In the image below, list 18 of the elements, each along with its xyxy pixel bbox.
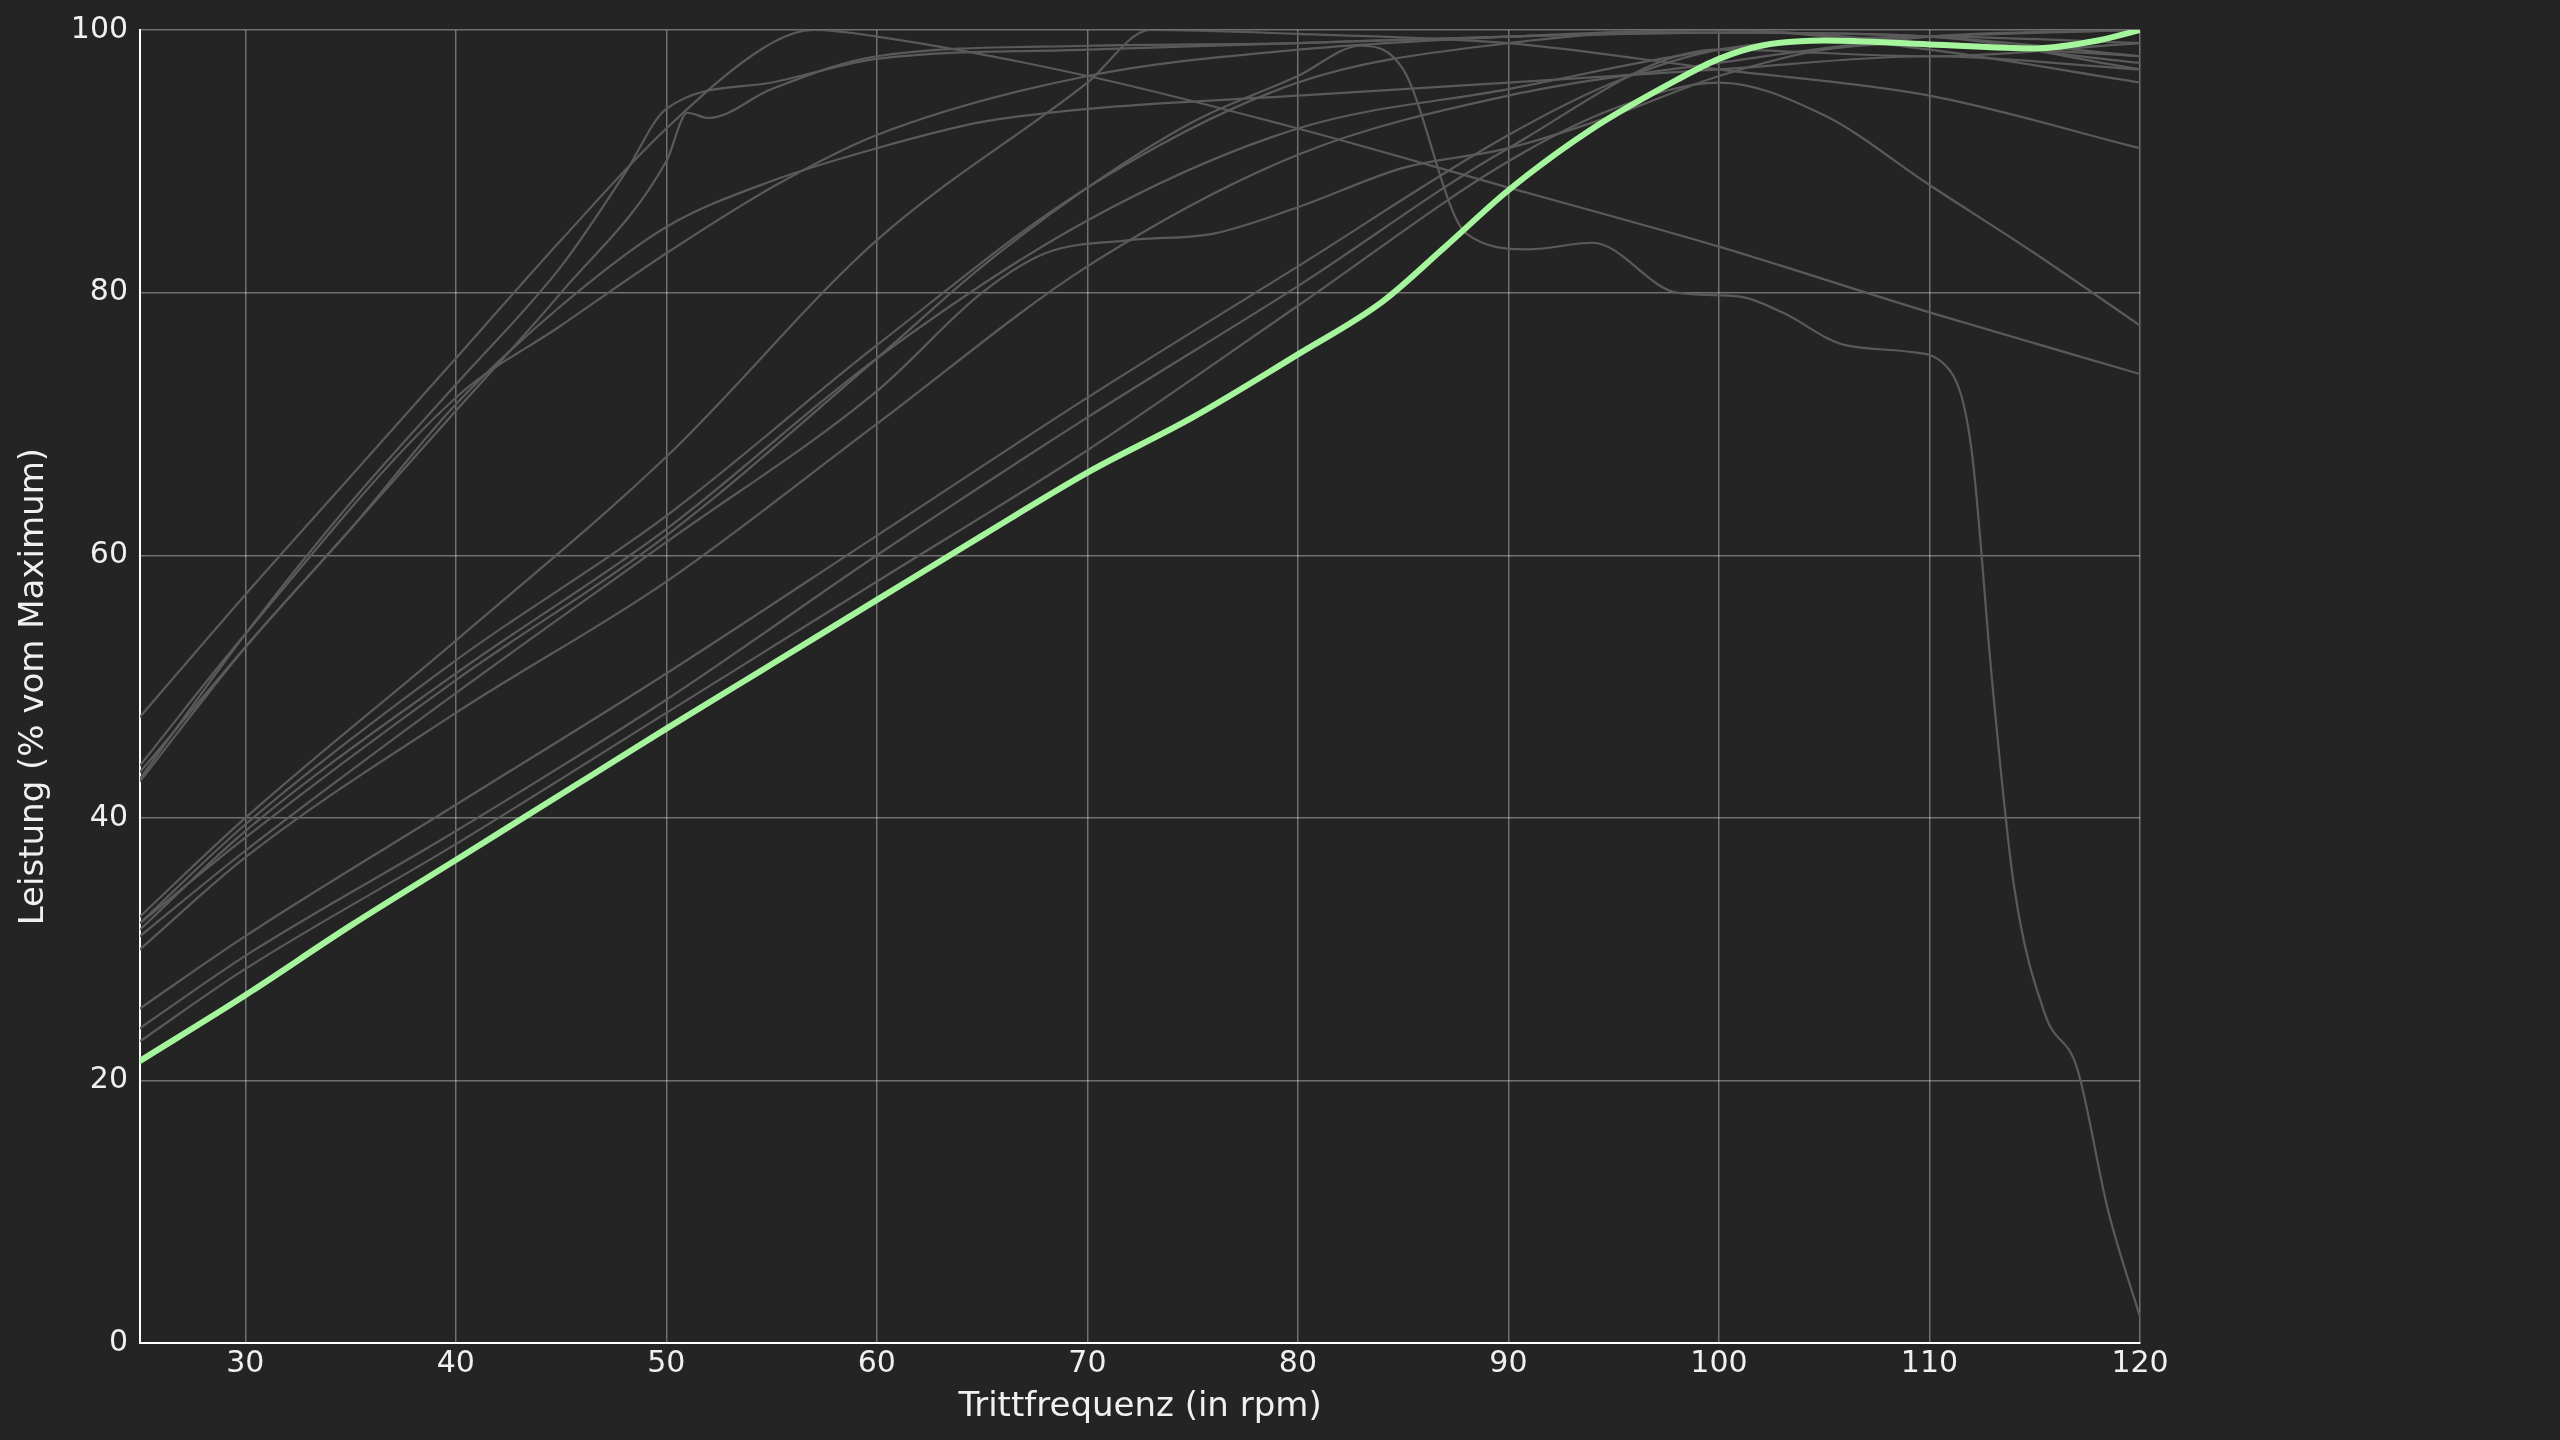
x-tick-label: 70 [1068, 1344, 1107, 1379]
x-tick-label: 100 [1690, 1344, 1748, 1379]
x-tick-label: 80 [1278, 1344, 1318, 1379]
x-tick-label: 30 [226, 1344, 265, 1379]
y-tick-label: 100 [70, 9, 129, 45]
x-tick-label: 110 [1900, 1344, 1959, 1379]
x-axis-title: Trittfrequenz (in rpm) [957, 1384, 1322, 1425]
x-tick-label: 40 [436, 1344, 475, 1379]
y-tick-label: 0 [108, 1323, 129, 1358]
x-tick-label: 60 [857, 1344, 896, 1379]
x-tick-label: 50 [647, 1344, 686, 1379]
x-tick-label: 120 [2111, 1344, 2169, 1379]
x-tick-label: 90 [1489, 1344, 1528, 1379]
y-tick-label: 40 [89, 797, 129, 833]
y-tick-label: 80 [89, 272, 129, 308]
y-tick-label: 60 [89, 535, 129, 571]
y-axis-title: Leistung (% vom Maximum) [11, 447, 52, 926]
y-tick-label: 20 [89, 1060, 129, 1096]
